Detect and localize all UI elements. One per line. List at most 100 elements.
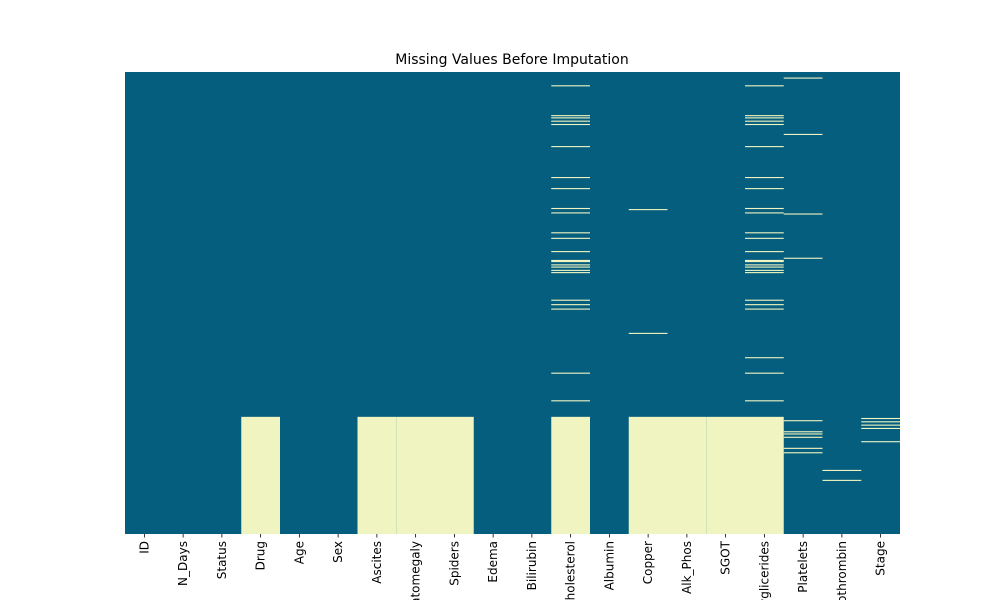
missing-cell-prothrombin	[822, 469, 862, 471]
missing-cell-tryglicerides	[745, 146, 784, 148]
missing-cell-cholesterol	[551, 372, 590, 374]
x-tick-label: Status	[215, 541, 229, 579]
x-tick-label: Hepatomegaly	[409, 541, 423, 600]
missing-cell-cholesterol	[551, 237, 590, 239]
x-tick-label: Spiders	[447, 541, 461, 586]
missing-cell-platelets	[783, 77, 823, 79]
missing-cell-cholesterol	[551, 308, 590, 310]
missing-cell-tryglicerides	[745, 115, 784, 117]
x-tick-label: Tryglicerides	[757, 541, 771, 600]
missing-cell-hepatomegaly	[396, 416, 435, 534]
missing-cell-platelets	[783, 433, 823, 435]
missing-cell-copper	[628, 209, 668, 211]
missing-cell-cholesterol	[551, 269, 590, 271]
missing-cell-tryglicerides	[745, 120, 784, 122]
missing-cell-tryglicerides	[745, 207, 784, 210]
missing-cell-cholesterol	[551, 304, 590, 306]
missing-cell-stage	[861, 441, 900, 443]
missing-cell-spiders	[435, 416, 474, 534]
x-tick-label: Bilirubin	[525, 541, 539, 590]
missing-cell-platelets	[783, 420, 823, 422]
x-tick-label: Ascites	[370, 541, 384, 584]
missing-cell-cholesterol	[551, 272, 590, 274]
missing-cell-stage	[861, 424, 900, 426]
missing-cell-tryglicerides	[745, 416, 784, 534]
x-tick-label: Age	[292, 541, 306, 564]
missing-cell-cholesterol	[551, 259, 590, 261]
missing-cell-cholesterol	[551, 188, 590, 190]
x-tick-label: Alk_Phos	[680, 541, 694, 594]
x-tick-label: Drug	[254, 541, 268, 570]
x-tick-label: Edema	[486, 541, 500, 583]
x-tick-label: Prothrombin	[835, 541, 849, 600]
missing-cell-tryglicerides	[745, 177, 784, 179]
missing-cell-cholesterol	[551, 117, 590, 119]
missing-cell-cholesterol	[551, 212, 590, 214]
missing-cell-cholesterol	[551, 146, 590, 148]
missing-cell-tryglicerides	[745, 269, 784, 271]
missing-cell-tryglicerides	[745, 188, 784, 190]
missing-cell-cholesterol	[551, 177, 590, 179]
chart-title: Missing Values Before Imputation	[395, 52, 628, 68]
missing-cell-cholesterol	[551, 232, 590, 234]
missing-cell-stage	[861, 417, 900, 420]
missing-cell-tryglicerides	[745, 261, 784, 263]
missing-cell-copper	[628, 416, 668, 534]
missing-cell-tryglicerides	[745, 272, 784, 274]
missing-cell-drug	[241, 416, 280, 534]
missing-cell-tryglicerides	[745, 357, 784, 359]
missing-cell-cholesterol	[551, 85, 590, 87]
x-tick-label: Platelets	[796, 541, 810, 593]
missing-cell-platelets	[783, 133, 823, 135]
missing-cell-cholesterol	[551, 115, 590, 117]
missing-cell-platelets	[783, 447, 823, 449]
missing-cell-cholesterol	[551, 123, 590, 126]
missing-cell-stage	[861, 427, 900, 429]
missing-cell-tryglicerides	[745, 85, 784, 87]
missing-cell-tryglicerides	[745, 259, 784, 261]
missing-cell-tryglicerides	[745, 251, 784, 253]
missing-cell-tryglicerides	[745, 117, 784, 119]
missing-cell-stage	[861, 421, 900, 423]
missing-cell-platelets	[783, 436, 823, 438]
missing-cell-cholesterol	[551, 251, 590, 253]
missing-cell-tryglicerides	[745, 400, 784, 402]
missing-cell-cholesterol	[551, 400, 590, 402]
missing-cell-alk_phos	[667, 416, 707, 534]
missing-cell-tryglicerides	[745, 372, 784, 374]
missing-cell-tryglicerides	[745, 299, 784, 301]
missing-cell-cholesterol	[551, 266, 590, 268]
x-tick-label: Copper	[641, 541, 655, 584]
missing-cell-sgot	[706, 416, 745, 534]
missing-cell-cholesterol	[551, 264, 590, 266]
missing-cell-tryglicerides	[745, 123, 784, 126]
x-tick-label: ID	[137, 541, 151, 554]
heatmap-cells	[125, 72, 900, 534]
missing-cell-cholesterol	[551, 299, 590, 301]
missing-cell-tryglicerides	[745, 212, 784, 214]
x-tick-label: N_Days	[176, 541, 190, 586]
missing-cell-tryglicerides	[745, 232, 784, 234]
missing-cell-tryglicerides	[745, 264, 784, 266]
x-axis: ID N_Days Status Drug Age Sex Ascites Hepatomeg…	[137, 534, 888, 600]
x-tick-label: SGOT	[719, 540, 733, 574]
missing-cell-ascites	[357, 416, 397, 534]
missing-cell-platelets	[783, 452, 823, 454]
x-tick-label: Albumin	[602, 541, 616, 590]
missing-cell-platelets	[783, 257, 823, 259]
missing-cell-platelets	[783, 213, 823, 215]
missing-cell-tryglicerides	[745, 266, 784, 268]
missing-cell-platelets	[783, 431, 823, 433]
missing-cell-tryglicerides	[745, 304, 784, 306]
x-tick-label: Stage	[874, 541, 888, 576]
missing-cell-cholesterol	[551, 261, 590, 263]
missing-cell-tryglicerides	[745, 237, 784, 239]
x-tick-label: Cholesterol	[564, 541, 578, 600]
missing-cell-cholesterol	[551, 416, 590, 534]
missing-cell-cholesterol	[551, 120, 590, 122]
missing-cell-tryglicerides	[745, 308, 784, 310]
x-tick-label: Sex	[331, 541, 345, 563]
missing-cell-prothrombin	[822, 479, 862, 481]
missing-cell-copper	[628, 332, 668, 334]
